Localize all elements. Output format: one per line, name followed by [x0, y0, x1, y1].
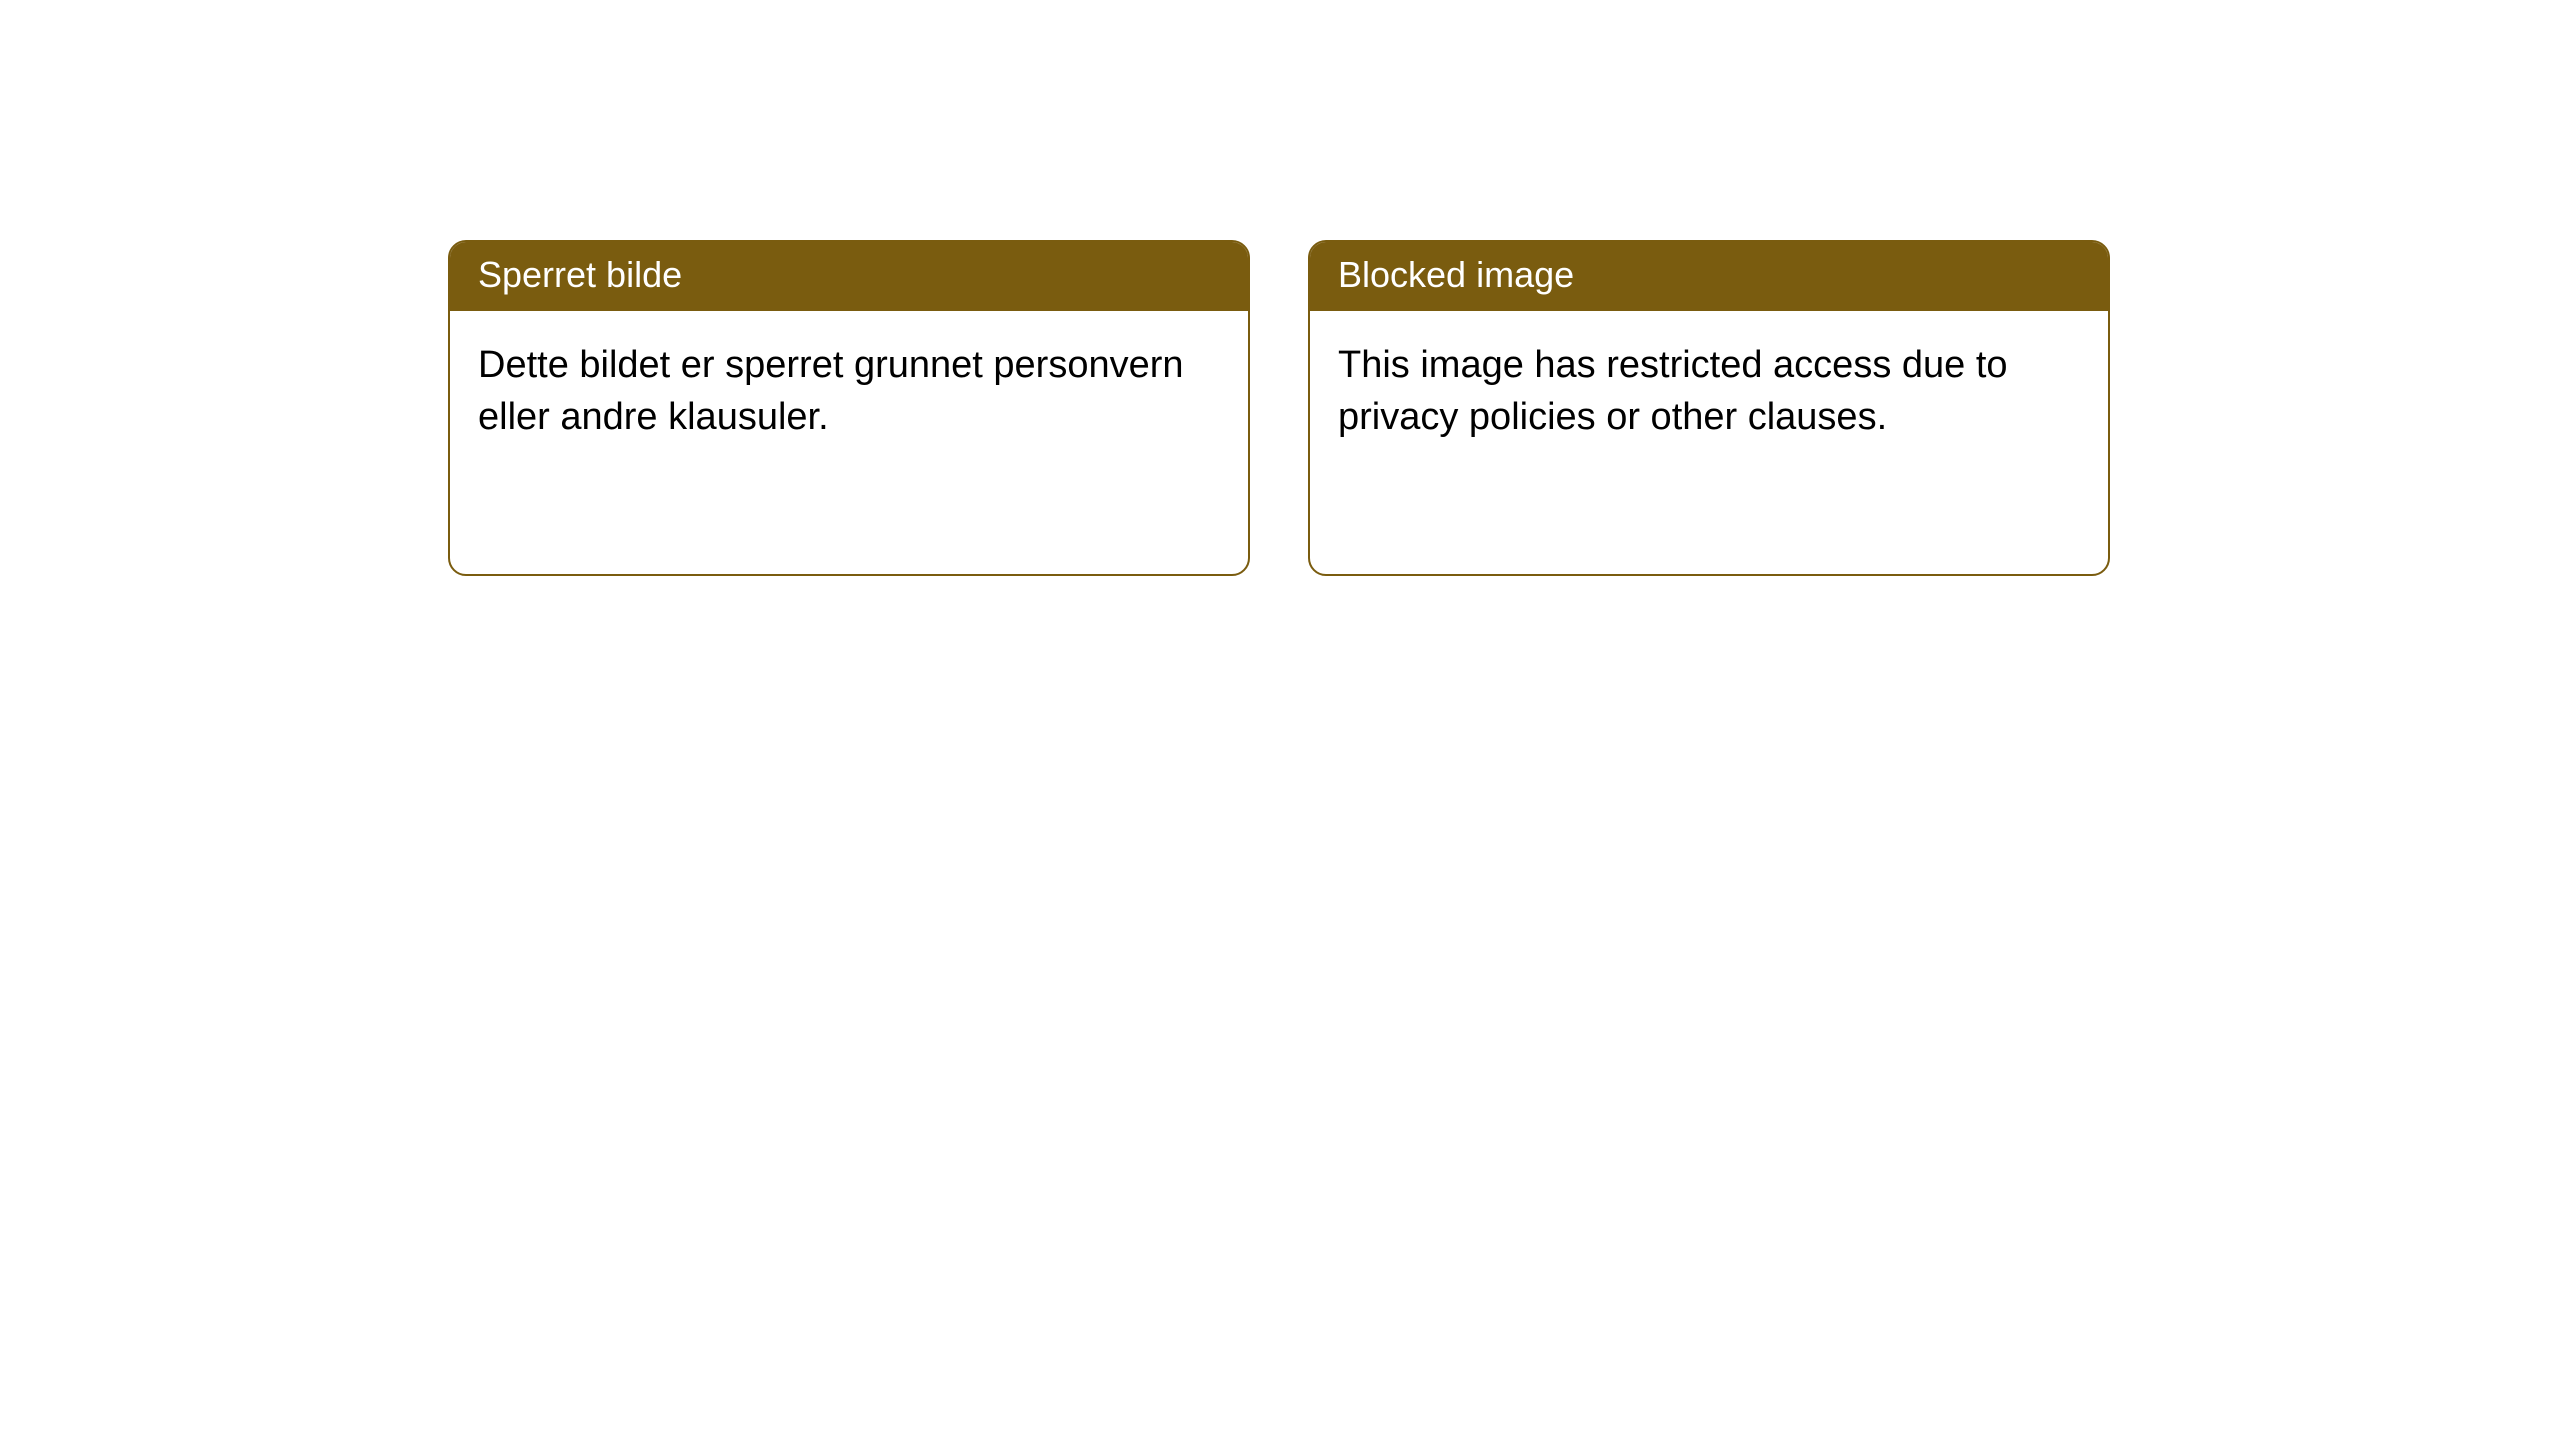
notice-title-en: Blocked image [1310, 242, 2108, 311]
notice-container: Sperret bilde Dette bildet er sperret gr… [0, 0, 2560, 576]
notice-card-en: Blocked image This image has restricted … [1308, 240, 2110, 576]
notice-body-en: This image has restricted access due to … [1310, 311, 2108, 472]
notice-card-no: Sperret bilde Dette bildet er sperret gr… [448, 240, 1250, 576]
notice-title-no: Sperret bilde [450, 242, 1248, 311]
notice-body-no: Dette bildet er sperret grunnet personve… [450, 311, 1248, 472]
